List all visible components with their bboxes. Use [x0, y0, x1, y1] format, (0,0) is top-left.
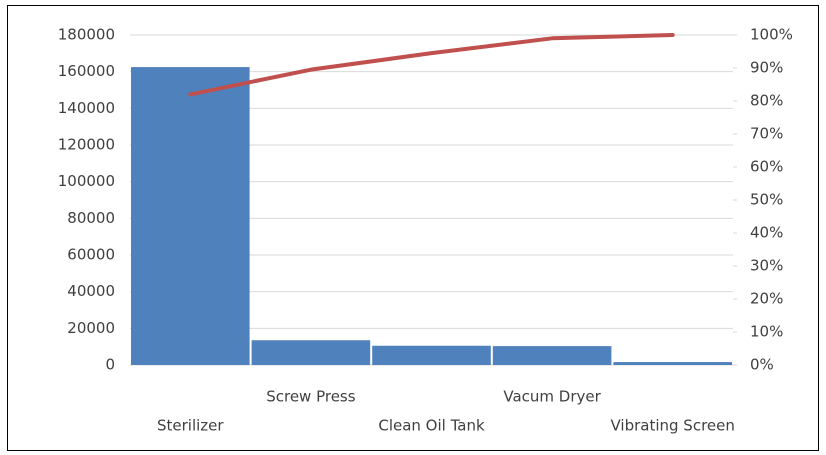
y2-tick-label: 40% [750, 224, 783, 242]
y2-tick-label: 70% [750, 125, 783, 143]
y-tick-label: 0 [105, 356, 115, 374]
y-tick-label: 120000 [58, 136, 115, 154]
y-tick-label: 40000 [67, 282, 115, 300]
y2-tick-label: 20% [750, 290, 783, 308]
x-tick-label: Vibrating Screen [610, 417, 734, 435]
y2-tick-label: 100% [750, 26, 793, 44]
y2-tick-label: 0% [750, 356, 774, 374]
y2-tick-label: 10% [750, 323, 783, 341]
bar [251, 340, 371, 365]
y2-tick-label: 30% [750, 257, 783, 275]
y2-tick-label: 50% [750, 191, 783, 209]
y-tick-label: 180000 [58, 26, 115, 44]
bar [492, 346, 612, 365]
bar [613, 362, 732, 365]
y2-tick-label: 80% [750, 92, 783, 110]
y-tick-label: 140000 [58, 99, 115, 117]
x-tick-label: Sterilizer [157, 417, 224, 435]
y-tick-label: 100000 [58, 172, 115, 190]
cumulative-line [188, 33, 675, 97]
x-tick-label: Screw Press [266, 388, 356, 406]
y-tick-label: 160000 [58, 62, 115, 80]
y-tick-label: 60000 [67, 246, 115, 264]
x-tick-label: Vacum Dryer [503, 388, 601, 406]
y-tick-label: 20000 [67, 319, 115, 337]
bar [131, 67, 250, 365]
y2-tick-label: 60% [750, 158, 783, 176]
bar [372, 345, 491, 365]
chart-border [7, 5, 819, 451]
y2-tick-label: 90% [750, 59, 783, 77]
x-tick-label: Clean Oil Tank [378, 417, 485, 435]
y-tick-label: 80000 [67, 209, 115, 227]
